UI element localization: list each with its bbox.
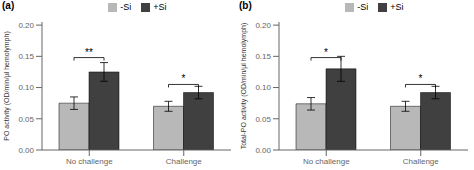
svg-text:Challenge: Challenge: [166, 157, 203, 166]
svg-text:Challenge: Challenge: [403, 157, 440, 166]
html-text:+Si: +Si: [390, 2, 404, 12]
svg-text:No challenge: No challenge: [66, 157, 113, 166]
svg-text:*: *: [419, 73, 423, 84]
svg-text:0.00: 0.00: [255, 146, 271, 155]
svg-text:0.10: 0.10: [18, 83, 34, 92]
svg-text:0.10: 0.10: [255, 83, 271, 92]
html-text:+Si: +Si: [153, 2, 167, 12]
html-text:(a): (a): [2, 0, 15, 11]
svg-text:0.20: 0.20: [255, 21, 271, 30]
html-text:-Si: -Si: [357, 2, 369, 12]
html-text:-Si: -Si: [120, 2, 132, 12]
svg-text:No challenge: No challenge: [303, 157, 350, 166]
svg-text:PO activity (OD/min/µl hemolym: PO activity (OD/min/µl hemolymph): [8, 31, 11, 140]
svg-text:0.05: 0.05: [18, 115, 34, 124]
svg-text:*: *: [324, 47, 328, 58]
svg-text:0.15: 0.15: [18, 52, 34, 61]
svg-text:0.00: 0.00: [18, 146, 34, 155]
svg-text:0.15: 0.15: [255, 52, 271, 61]
svg-text:**: **: [85, 47, 93, 58]
svg-text:Total-PO activity (OD/min/µl h: Total-PO activity (OD/min/µl hemolymph): [240, 23, 248, 150]
svg-text:0.20: 0.20: [18, 21, 34, 30]
svg-text:0.05: 0.05: [255, 115, 271, 124]
svg-text:*: *: [182, 73, 186, 84]
html-text:(b): (b): [239, 0, 252, 11]
